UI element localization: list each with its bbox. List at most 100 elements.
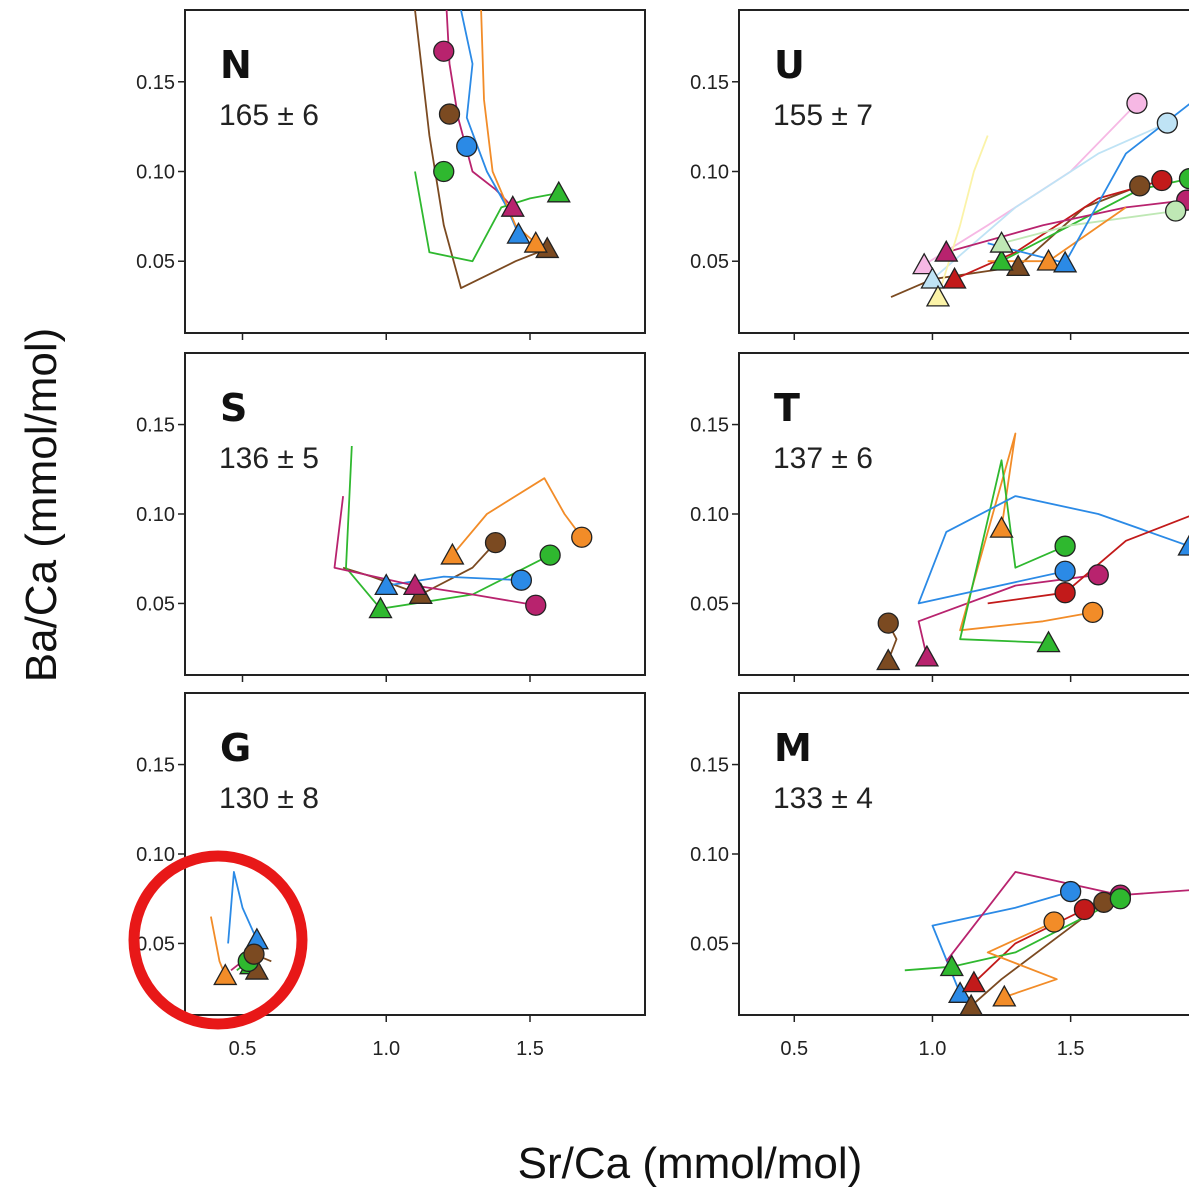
start-circle-lightgreen — [1165, 200, 1187, 222]
y-tick-label: 0.05 — [136, 933, 175, 955]
x-tick-label: 1.0 — [372, 1038, 400, 1060]
panel-frame — [738, 692, 1189, 1016]
start-circle-red — [1151, 169, 1173, 192]
panel-letter: M — [774, 726, 812, 770]
end-triangle-orange — [989, 515, 1014, 538]
x-axis-label: Sr/Ca (mmol/mol) — [518, 1139, 863, 1188]
panel-annotation: 165 ± 6 — [219, 99, 319, 132]
end-triangle-magenta — [402, 573, 428, 596]
series-line-orange — [986, 921, 1058, 998]
panel-letter: U — [774, 43, 805, 87]
series-line-green — [959, 459, 1066, 644]
panel-M: 0.05 0.10 0.15 0.5 1.0 1.5 M 133 ± 4 — [690, 692, 1189, 1060]
panel-frame — [738, 9, 1189, 334]
end-triangle-cream — [925, 284, 951, 307]
end-triangle-green — [546, 180, 571, 203]
end-triangle-green — [368, 596, 393, 619]
end-triangle-orange — [213, 963, 238, 986]
end-triangle-blue — [374, 573, 399, 596]
start-circle-green — [433, 160, 455, 183]
start-circle-orange — [1043, 911, 1065, 933]
start-circle-green — [1178, 168, 1189, 190]
end-triangle-red — [961, 970, 987, 993]
panel-letter: S — [220, 386, 247, 430]
end-triangle-blue — [1053, 250, 1078, 273]
panel-frame — [184, 352, 646, 676]
start-circle-green — [1109, 888, 1132, 910]
end-triangle-magenta — [914, 644, 940, 667]
panel-data — [890, 92, 1189, 307]
panel-data — [210, 871, 272, 986]
start-circle-green — [539, 544, 561, 566]
x-tick-label: 1.5 — [1057, 1038, 1085, 1060]
series-line-orange — [451, 477, 583, 556]
start-circle-red — [1073, 898, 1096, 921]
start-circle-brown — [243, 943, 265, 965]
y-tick-label: 0.05 — [690, 933, 729, 955]
start-circle-brown — [877, 612, 899, 634]
start-circle-brown — [438, 103, 461, 125]
series-line-lightgreen — [1001, 210, 1176, 245]
panel-frame — [738, 352, 1189, 676]
start-circle-brown — [484, 531, 507, 554]
end-triangle-orange — [523, 230, 548, 253]
y-tick-label: 0.15 — [690, 755, 729, 777]
panel-letter: G — [220, 726, 251, 770]
end-triangle-brown — [959, 993, 983, 1015]
end-triangle-brown — [876, 648, 901, 671]
y-tick-label: 0.15 — [690, 415, 729, 437]
start-circle-orange — [571, 526, 593, 548]
end-triangle-green — [939, 954, 964, 977]
end-triangle-orange — [992, 984, 1017, 1007]
end-triangle-orange — [440, 542, 465, 565]
x-tick-label: 1.5 — [516, 1038, 544, 1060]
end-triangle-lightblue — [920, 266, 945, 289]
y-tick-label: 0.15 — [136, 415, 175, 437]
start-circle-magenta — [525, 594, 547, 616]
start-circle-green — [1054, 535, 1076, 557]
start-circle-blue — [510, 569, 533, 591]
panel-U: 0.05 0.10 0.15 U 155 ± 7 — [690, 9, 1189, 340]
x-tick-label: 0.5 — [229, 1038, 257, 1060]
panel-annotation: 155 ± 7 — [773, 99, 873, 132]
y-tick-label: 0.10 — [690, 162, 729, 184]
y-tick-label: 0.05 — [690, 593, 729, 615]
panel-data — [876, 432, 1189, 671]
y-tick-label: 0.10 — [136, 844, 175, 866]
series-line-green — [414, 171, 559, 263]
panel-letter: N — [220, 43, 252, 87]
start-circle-pink — [1126, 92, 1148, 114]
y-tick-label: 0.05 — [136, 593, 175, 615]
series-line-brown — [970, 901, 1105, 1007]
start-circle-magenta — [433, 40, 455, 62]
panel-data — [904, 871, 1189, 1015]
end-triangle-red — [942, 266, 967, 289]
start-circle-magenta — [1087, 564, 1109, 586]
start-circle-orange — [1082, 601, 1104, 624]
end-triangle-lightgreen — [989, 230, 1014, 253]
panel-N: 0.05 0.10 0.15 N 165 ± 6 — [136, 9, 646, 340]
y-tick-label: 0.10 — [690, 504, 729, 526]
y-tick-label: 0.10 — [136, 504, 175, 526]
panel-data — [414, 10, 571, 289]
panel-annotation: 136 ± 5 — [219, 442, 319, 475]
end-triangle-blue — [1177, 534, 1189, 556]
end-triangle-magenta — [500, 195, 525, 217]
y-tick-label: 0.15 — [136, 755, 175, 777]
panel-annotation: 137 ± 6 — [773, 442, 873, 475]
series-line-blue — [917, 495, 1189, 605]
start-circle-blue — [1059, 880, 1082, 903]
end-triangle-green — [989, 248, 1014, 271]
y-axis-label: Ba/Ca (mmol/mol) — [17, 328, 66, 683]
start-circle-lightblue — [1156, 112, 1179, 134]
end-triangle-orange — [1036, 248, 1061, 271]
x-tick-label: 1.0 — [919, 1038, 947, 1060]
end-triangle-blue — [947, 981, 973, 1003]
start-circle-blue — [456, 135, 478, 158]
panel-annotation: 130 ± 8 — [219, 782, 319, 815]
y-tick-label: 0.10 — [136, 162, 175, 184]
start-circle-brown — [1129, 175, 1151, 197]
